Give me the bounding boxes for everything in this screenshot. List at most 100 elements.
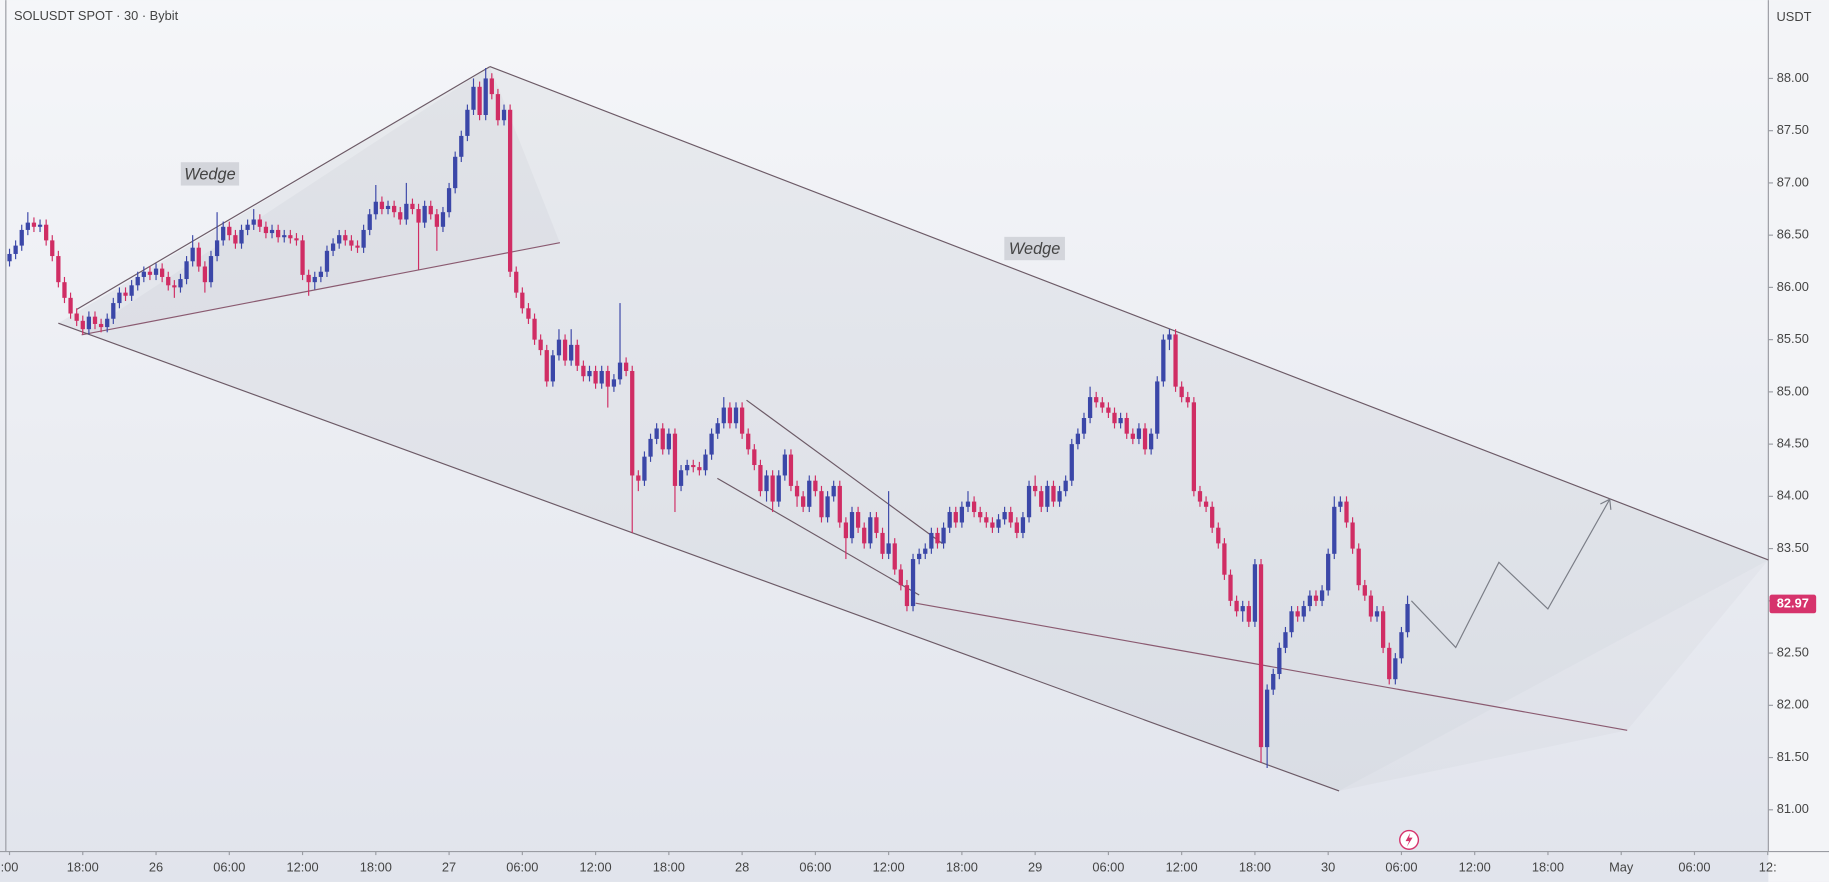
candle-body: [1173, 334, 1178, 387]
candle-body: [733, 407, 739, 424]
y-tick-label: 81.50: [1777, 749, 1809, 764]
candle-body: [233, 235, 238, 244]
candle-body: [373, 201, 378, 215]
candle-body: [880, 532, 885, 554]
candle-body: [208, 256, 214, 283]
candle-body: [1338, 501, 1343, 507]
candle-body: [1087, 397, 1093, 419]
candle-body: [941, 527, 946, 544]
candle-body: [507, 109, 513, 272]
x-tick-label: 18:00: [1532, 859, 1564, 874]
candle-body: [1356, 548, 1361, 586]
candle-body: [782, 454, 787, 476]
candle-body: [404, 203, 409, 220]
candle-body: [428, 205, 433, 215]
candle-body: [1100, 402, 1105, 408]
candle-body: [599, 370, 604, 384]
candle-body: [1264, 689, 1270, 748]
candle-body: [123, 292, 128, 296]
candle-body: [678, 470, 684, 486]
y-tick-label: 87.00: [1777, 174, 1809, 189]
candle-body: [703, 454, 708, 471]
candle-body: [349, 240, 354, 246]
candle-body: [13, 245, 18, 254]
candle-body: [111, 303, 116, 319]
price-axis-panel: [1768, 0, 1829, 882]
y-tick-label: 88.00: [1777, 70, 1809, 85]
candle-body: [1283, 632, 1288, 648]
candle-body: [825, 496, 830, 518]
candle-body: [770, 475, 775, 502]
candle-body: [1063, 480, 1068, 492]
candle-body: [31, 222, 37, 227]
candle-body: [923, 548, 928, 554]
candle-body: [746, 433, 751, 450]
candle-body: [929, 532, 934, 549]
candle-body: [538, 339, 543, 351]
candle-body: [1362, 585, 1367, 596]
candle-body: [544, 350, 549, 382]
candle-body: [282, 235, 287, 238]
candle-body: [141, 271, 146, 277]
candle-body: [1075, 433, 1081, 445]
candle-body: [385, 205, 391, 210]
candle-body: [1112, 412, 1117, 424]
candle-body: [477, 86, 482, 116]
candle-body: [7, 253, 12, 262]
candle-body: [98, 323, 104, 328]
events-icon-bolt: [1405, 832, 1413, 847]
candle-body: [593, 370, 598, 384]
candle-body: [453, 156, 458, 189]
candle-body: [672, 433, 678, 486]
candle-body: [263, 226, 269, 234]
candle-body: [1222, 543, 1227, 575]
candle-body: [1051, 485, 1056, 502]
pattern-label: Wedge: [184, 165, 235, 183]
candle-body: [1332, 506, 1337, 554]
candle-body: [996, 519, 1001, 528]
candle-body: [1405, 603, 1410, 633]
x-tick-label: 18:00: [946, 859, 978, 874]
candle-body: [849, 512, 855, 539]
candle-body: [1216, 527, 1221, 544]
candle-body: [459, 135, 464, 157]
candle-body: [50, 240, 55, 257]
trendline: [489, 66, 1769, 561]
candle-body: [1246, 606, 1251, 622]
candle-body: [56, 256, 61, 283]
candle-body: [715, 423, 720, 434]
candle-body: [727, 407, 733, 424]
candle-body: [190, 247, 195, 262]
x-tick-label: 12:00: [287, 859, 319, 874]
projection-path: [1410, 499, 1611, 649]
x-tick-label: May: [1609, 859, 1634, 874]
x-tick-label: 12:00: [580, 859, 612, 874]
candle-body: [1026, 485, 1032, 518]
candle-body: [269, 229, 275, 234]
candle-body: [465, 109, 470, 136]
candle-body: [422, 205, 427, 223]
x-tick-label: 12:00: [1166, 859, 1198, 874]
candle-body: [801, 496, 806, 507]
trendline: [58, 322, 1340, 792]
candle-body: [605, 370, 610, 387]
candle-body: [1295, 611, 1300, 617]
candle-body: [758, 465, 763, 492]
candle-body: [1185, 397, 1190, 403]
candle-body: [172, 285, 177, 288]
candle-body: [245, 224, 250, 230]
candle-body: [361, 229, 366, 248]
candle-body: [1301, 606, 1306, 617]
x-tick-label: 06:00: [1385, 859, 1417, 874]
candle-body: [1307, 595, 1313, 607]
candle-body: [1136, 428, 1142, 439]
candle-body: [984, 517, 989, 523]
candle-body: [1130, 433, 1135, 439]
candle-body: [904, 585, 910, 607]
candle-body: [947, 512, 952, 528]
candle-body: [1368, 595, 1374, 617]
trendline: [717, 477, 920, 596]
candle-body: [1002, 512, 1007, 520]
candle-body: [569, 344, 574, 361]
